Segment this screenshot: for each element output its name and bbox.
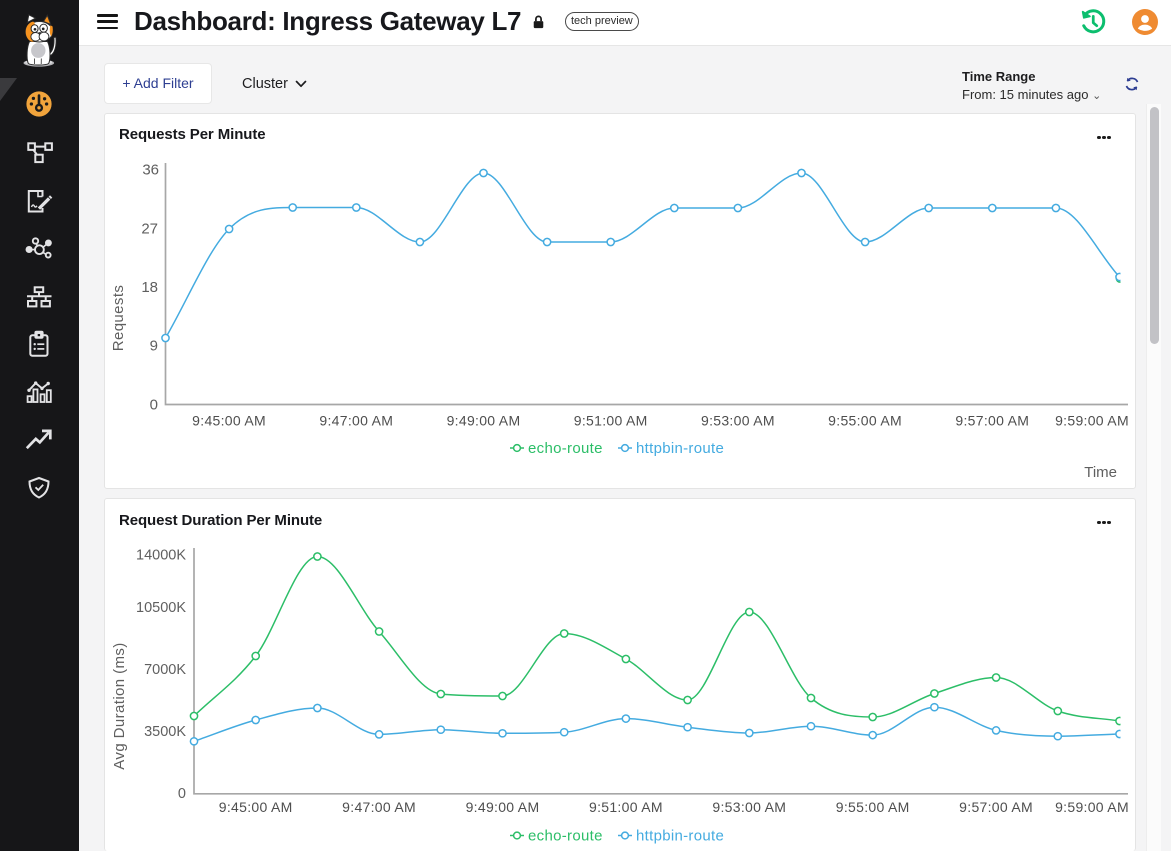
svg-text:9:47:00 AM: 9:47:00 AM	[319, 413, 393, 429]
svg-text:9:59:00 AM: 9:59:00 AM	[1055, 413, 1129, 429]
svg-text:9:49:00 AM: 9:49:00 AM	[447, 413, 521, 429]
svg-text:7000K: 7000K	[144, 662, 186, 678]
svg-text:9:57:00 AM: 9:57:00 AM	[955, 413, 1029, 429]
svg-text:9:45:00 AM: 9:45:00 AM	[219, 799, 293, 815]
svg-text:Time: Time	[1084, 464, 1117, 481]
svg-text:9:53:00 AM: 9:53:00 AM	[712, 799, 786, 815]
svg-text:httpbin-route: httpbin-route	[636, 828, 724, 845]
svg-text:httpbin-route: httpbin-route	[636, 440, 724, 457]
svg-text:9:55:00 AM: 9:55:00 AM	[828, 413, 902, 429]
svg-text:9:45:00 AM: 9:45:00 AM	[192, 413, 266, 429]
svg-text:9:51:00 AM: 9:51:00 AM	[574, 413, 648, 429]
svg-text:18: 18	[141, 279, 158, 296]
svg-text:27: 27	[141, 220, 158, 237]
svg-text:9:47:00 AM: 9:47:00 AM	[342, 799, 416, 815]
svg-text:9: 9	[150, 338, 158, 355]
svg-text:Requests: Requests	[110, 285, 127, 352]
svg-text:36: 36	[142, 162, 159, 179]
svg-text:echo-route: echo-route	[528, 828, 603, 845]
svg-text:10500K: 10500K	[136, 600, 186, 616]
svg-text:9:53:00 AM: 9:53:00 AM	[701, 413, 775, 429]
svg-text:echo-route: echo-route	[528, 440, 603, 457]
svg-text:9:57:00 AM: 9:57:00 AM	[959, 799, 1033, 815]
svg-text:Avg Duration (ms): Avg Duration (ms)	[111, 642, 128, 769]
svg-text:14000K: 14000K	[136, 548, 186, 564]
svg-text:0: 0	[178, 786, 186, 802]
svg-text:9:59:00 AM: 9:59:00 AM	[1055, 799, 1129, 815]
svg-text:9:55:00 AM: 9:55:00 AM	[836, 799, 910, 815]
svg-text:3500K: 3500K	[144, 724, 186, 740]
svg-text:9:49:00 AM: 9:49:00 AM	[466, 799, 540, 815]
svg-text:0: 0	[150, 396, 158, 413]
svg-text:9:51:00 AM: 9:51:00 AM	[589, 799, 663, 815]
